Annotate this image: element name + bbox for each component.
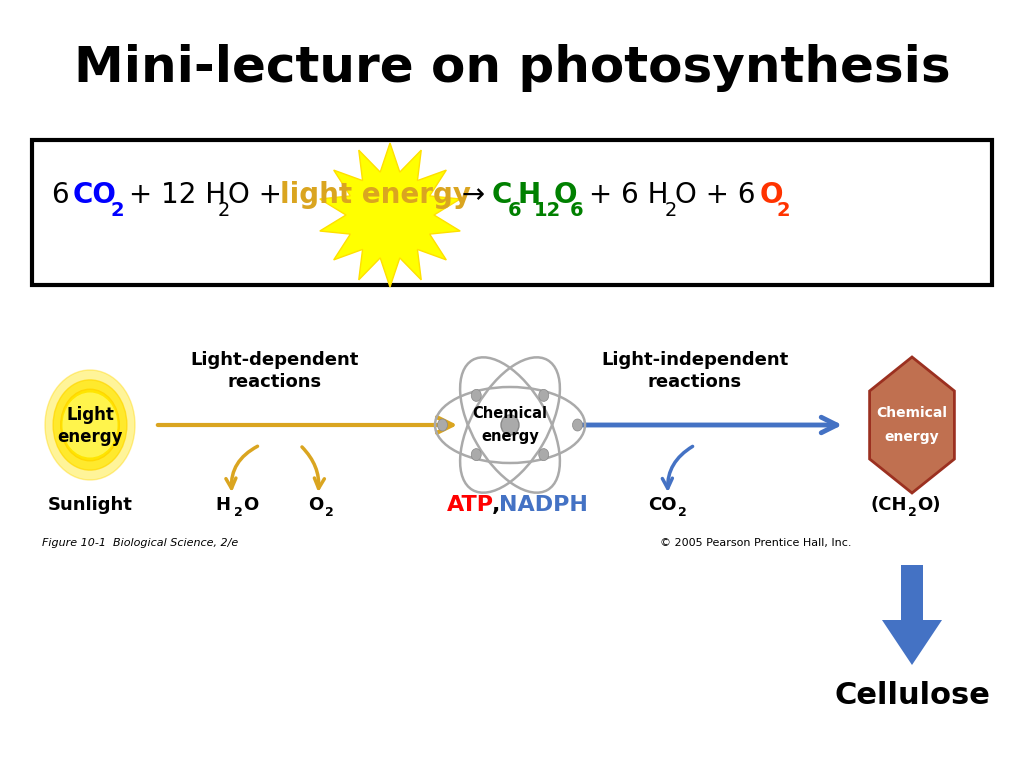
Text: + 12 H: + 12 H: [120, 181, 226, 209]
Bar: [901, 565, 923, 620]
Text: + 6 H: + 6 H: [580, 181, 669, 209]
Ellipse shape: [501, 415, 519, 435]
Text: 2: 2: [908, 507, 916, 519]
Text: H: H: [215, 496, 230, 514]
Text: 2: 2: [776, 200, 790, 220]
Text: light energy: light energy: [280, 181, 471, 209]
Text: energy: energy: [885, 430, 939, 444]
Text: ATP: ATP: [447, 495, 494, 515]
Text: O: O: [308, 496, 324, 514]
Text: Mini-lecture on photosynthesis: Mini-lecture on photosynthesis: [74, 44, 950, 92]
Text: CO: CO: [648, 496, 677, 514]
Text: O: O: [243, 496, 258, 514]
Text: © 2005 Pearson Prentice Hall, Inc.: © 2005 Pearson Prentice Hall, Inc.: [660, 538, 852, 548]
Text: Chemical: Chemical: [877, 406, 947, 420]
Text: O: O: [760, 181, 783, 209]
Text: 2: 2: [110, 200, 124, 220]
Text: O): O): [918, 496, 940, 514]
Ellipse shape: [62, 392, 118, 458]
Text: 6: 6: [52, 181, 79, 209]
Text: O: O: [554, 181, 578, 209]
Text: reactions: reactions: [648, 373, 742, 391]
Text: 2: 2: [325, 507, 334, 519]
Text: Light-dependent: Light-dependent: [190, 351, 359, 369]
Ellipse shape: [45, 370, 135, 480]
Text: reactions: reactions: [228, 373, 323, 391]
Text: 2: 2: [665, 200, 677, 220]
Ellipse shape: [471, 449, 481, 461]
Text: 6: 6: [508, 200, 521, 220]
Ellipse shape: [437, 419, 447, 431]
Polygon shape: [869, 357, 954, 493]
Text: energy: energy: [481, 429, 539, 445]
Text: 2: 2: [218, 200, 230, 220]
Text: 2: 2: [678, 507, 687, 519]
Text: (CH: (CH: [870, 496, 906, 514]
Text: 6: 6: [570, 200, 584, 220]
Ellipse shape: [60, 389, 119, 461]
Ellipse shape: [53, 380, 127, 470]
Text: Cellulose: Cellulose: [835, 680, 990, 710]
Ellipse shape: [572, 419, 583, 431]
Bar: [32, 140, 992, 285]
Text: ,: ,: [492, 495, 501, 515]
Text: 2: 2: [234, 507, 243, 519]
Text: Figure 10-1  Biological Science, 2/e: Figure 10-1 Biological Science, 2/e: [42, 538, 239, 548]
Text: O +: O +: [228, 181, 291, 209]
Text: Chemical: Chemical: [472, 406, 548, 421]
Text: O + 6: O + 6: [675, 181, 764, 209]
Ellipse shape: [539, 449, 549, 461]
Polygon shape: [882, 620, 942, 665]
Text: Light-independent: Light-independent: [601, 351, 788, 369]
Text: →: →: [453, 181, 494, 209]
Text: CO: CO: [73, 181, 117, 209]
Text: NADPH: NADPH: [499, 495, 588, 515]
Polygon shape: [319, 143, 460, 287]
Text: 12: 12: [534, 200, 561, 220]
Text: Light: Light: [67, 406, 114, 424]
Text: H: H: [518, 181, 541, 209]
Text: Sunlight: Sunlight: [47, 496, 132, 514]
Ellipse shape: [471, 389, 481, 402]
Text: energy: energy: [57, 428, 123, 446]
Ellipse shape: [539, 389, 549, 402]
Text: C: C: [492, 181, 512, 209]
